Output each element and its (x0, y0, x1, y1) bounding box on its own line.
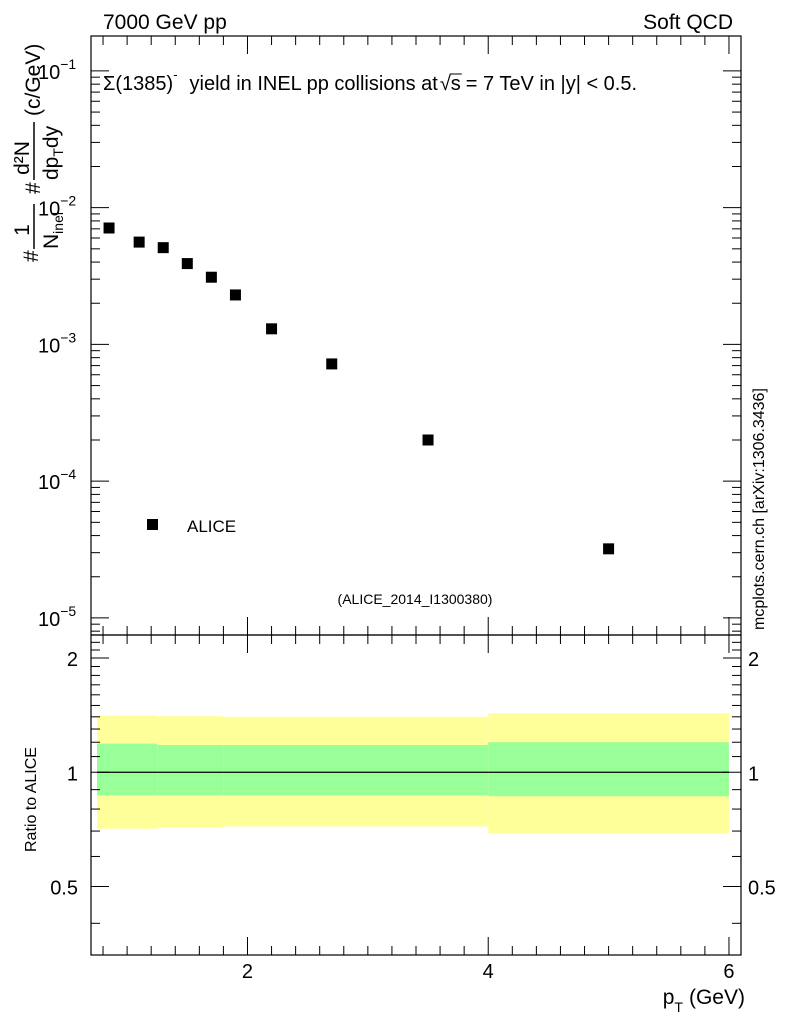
legend: ALICE (147, 517, 236, 536)
ylabel-frac2-num: d²N (11, 141, 34, 175)
main-ytick-label-1: 10−4 (38, 466, 76, 494)
xtick-label-1: 4 (483, 961, 494, 983)
title-charge: - (173, 67, 177, 82)
data-markers (103, 222, 615, 555)
main-ytick-label-base: 10 (38, 472, 60, 494)
ratio-ytick-label-left-2: 2 (67, 649, 78, 671)
data-point-6 (266, 323, 278, 335)
ratio-inner-band-2 (223, 744, 489, 796)
header-right-label: Soft QCD (643, 11, 733, 34)
main-ytick-label-3: 10−2 (38, 193, 76, 221)
data-point-2 (157, 242, 169, 254)
main-axis-ticks: 10−510−410−310−210−1 (38, 36, 741, 635)
data-point-3 (181, 258, 193, 270)
legend-label: ALICE (187, 517, 236, 536)
svg-text:#: # (20, 250, 43, 262)
ratio-ylabel: Ratio to ALICE (23, 747, 40, 852)
side-watermark: mcplots.cern.ch [arXiv:1306.3436] (751, 388, 768, 630)
ylabel-frac1-num: 1 (11, 224, 34, 236)
main-ytick-label-base: 10 (38, 609, 60, 631)
ratio-ytick-label-right-0: 0.5 (748, 878, 776, 900)
ratio-plot-frame (90, 634, 742, 956)
main-ytick-label-base: 10 (38, 62, 60, 84)
ratio-axis-ticks: 2 4 6 0.5 0.5 1 1 2 2 (50, 635, 776, 983)
header-left-label: 7000 GeV pp (103, 11, 227, 34)
ratio-inner-band-1 (157, 744, 224, 796)
ratio-inner-band-3 (488, 742, 729, 797)
main-title: Σ(1385)- yield in INEL pp collisions at √s… (103, 67, 637, 95)
ylabel-frac2-den: dpTdy (40, 125, 66, 180)
ratio-ytick-label-right-1: 1 (748, 763, 759, 785)
main-ytick-label-0: 10−5 (38, 603, 76, 631)
main-ytick-label-4: 10−1 (38, 56, 76, 84)
xtick-label-0: 2 (242, 961, 253, 983)
main-ylabel: # 1 Ninel # d²N dpTdy (c/GeV) (11, 44, 66, 262)
analysis-label: (ALICE_2014_I1300380) (338, 591, 493, 607)
data-point-7 (326, 358, 338, 370)
ylabel-unit: (c/GeV) (22, 44, 45, 116)
main-ytick-label-base: 10 (38, 335, 60, 357)
ratio-bands (97, 713, 729, 834)
main-plot-frame (90, 35, 742, 636)
data-point-0 (103, 222, 115, 234)
data-point-5 (229, 289, 241, 301)
main-ytick-label-2: 10−3 (38, 329, 76, 357)
legend-marker (147, 519, 158, 530)
ylabel-hash-2: # (22, 182, 45, 194)
title-text-a: yield in INEL pp collisions at (190, 73, 439, 95)
ratio-ytick-label-left-1: 1 (67, 763, 78, 785)
ratio-inner-band-0 (97, 743, 158, 796)
main-ytick-label-base: 10 (38, 199, 60, 221)
ratio-ytick-label-right-2: 2 (748, 649, 759, 671)
ylabel-hash-1: # (20, 250, 43, 262)
main-ytick-label-exp: −3 (60, 329, 76, 345)
title-text-b: = 7 TeV in |y| < 0.5. (466, 73, 637, 95)
data-point-1 (133, 236, 145, 248)
main-ytick-label-exp: −5 (60, 603, 76, 619)
data-point-8 (422, 434, 434, 446)
xlabel: pT (GeV) (663, 986, 745, 1015)
xtick-label-2: 6 (723, 961, 734, 983)
data-point-4 (205, 271, 217, 283)
title-sqrt-sign: √ (440, 73, 451, 95)
main-ytick-label-exp: −2 (60, 193, 76, 209)
data-point-9 (603, 543, 615, 555)
ratio-ytick-label-left-0: 0.5 (50, 878, 78, 900)
main-ytick-label-exp: −4 (60, 466, 76, 482)
ylabel-frac1-den: Ninel (40, 212, 66, 249)
title-particle: Σ(1385) (103, 73, 173, 95)
main-ytick-label-exp: −1 (60, 56, 76, 72)
title-sqrt-s: s (451, 73, 461, 95)
